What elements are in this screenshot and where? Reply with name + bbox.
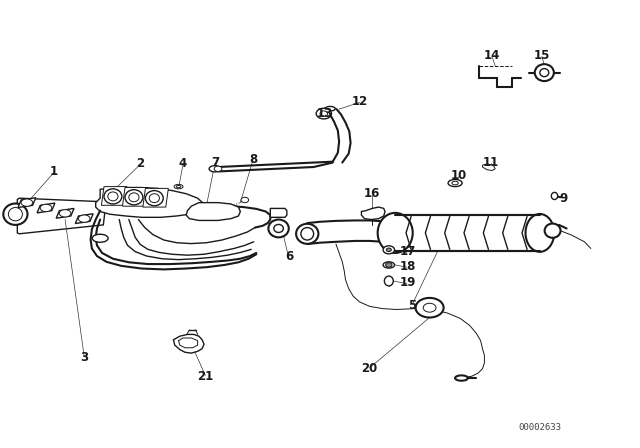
Text: 13: 13 [317,107,333,120]
Polygon shape [18,198,36,207]
Text: 8: 8 [249,153,257,166]
Ellipse shape [60,210,71,217]
Polygon shape [362,207,385,220]
Ellipse shape [385,276,394,286]
Ellipse shape [525,214,554,252]
Circle shape [423,303,436,312]
Text: 17: 17 [400,245,416,258]
Polygon shape [122,188,148,206]
Ellipse shape [174,185,183,189]
Ellipse shape [296,224,319,244]
Ellipse shape [452,181,458,185]
Polygon shape [76,214,93,224]
Ellipse shape [145,190,163,206]
Text: 4: 4 [179,157,187,170]
Ellipse shape [214,166,222,172]
Ellipse shape [540,69,548,77]
Ellipse shape [8,207,22,221]
Ellipse shape [21,199,33,206]
Polygon shape [17,198,104,234]
Text: 11: 11 [483,156,499,169]
Text: 00002633: 00002633 [518,423,561,432]
Polygon shape [56,208,74,218]
Text: 21: 21 [197,370,213,383]
Ellipse shape [545,224,561,238]
Text: 18: 18 [400,260,416,273]
Text: 3: 3 [80,351,88,364]
Ellipse shape [535,64,554,81]
Polygon shape [101,187,127,205]
Circle shape [241,197,248,202]
Polygon shape [37,203,55,213]
Circle shape [316,108,332,119]
Text: 12: 12 [351,95,367,108]
Text: 7: 7 [211,156,219,169]
Circle shape [320,111,328,116]
FancyBboxPatch shape [395,215,540,251]
Ellipse shape [176,185,180,188]
Ellipse shape [108,192,118,201]
Circle shape [415,298,444,318]
Text: 10: 10 [451,169,467,182]
Ellipse shape [551,192,557,199]
Ellipse shape [325,107,335,111]
Ellipse shape [301,228,314,240]
Ellipse shape [40,204,52,211]
Polygon shape [173,334,204,353]
Text: 2: 2 [136,157,145,170]
Circle shape [386,263,392,267]
Text: 9: 9 [559,192,568,205]
Text: 19: 19 [400,276,416,289]
Polygon shape [143,188,168,207]
Text: 1: 1 [49,165,58,178]
Ellipse shape [209,166,221,172]
Text: 15: 15 [534,49,550,62]
Polygon shape [186,202,241,220]
Ellipse shape [92,234,108,242]
Text: 5: 5 [408,298,417,311]
Circle shape [383,246,394,254]
Ellipse shape [125,190,143,205]
Text: 6: 6 [285,250,294,263]
Ellipse shape [79,215,90,222]
Ellipse shape [455,375,468,381]
Text: 20: 20 [362,362,378,375]
Polygon shape [96,188,204,217]
Polygon shape [270,208,287,217]
Ellipse shape [3,203,28,225]
Ellipse shape [274,224,284,233]
Ellipse shape [448,180,462,187]
Ellipse shape [383,262,394,268]
Text: 14: 14 [484,49,500,62]
Circle shape [387,248,392,252]
Ellipse shape [378,213,413,253]
Ellipse shape [268,220,289,237]
Ellipse shape [104,189,122,204]
Polygon shape [483,164,495,171]
Ellipse shape [149,194,159,202]
Text: 16: 16 [364,187,380,200]
Ellipse shape [129,193,139,202]
